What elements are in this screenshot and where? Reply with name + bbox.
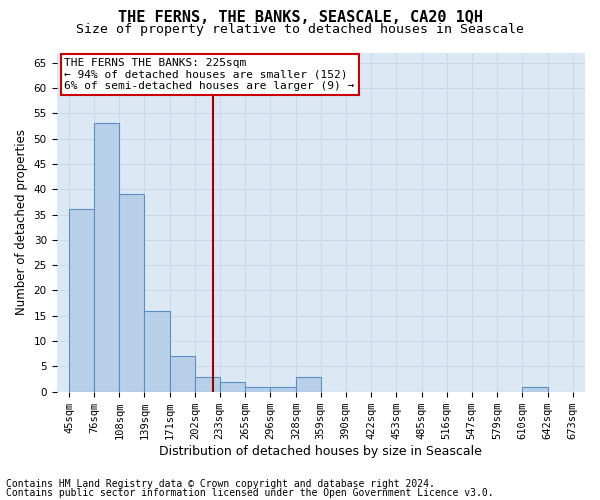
Text: Contains public sector information licensed under the Open Government Licence v3: Contains public sector information licen… xyxy=(6,488,494,498)
Bar xyxy=(69,210,94,392)
Bar xyxy=(145,310,170,392)
Text: THE FERNS, THE BANKS, SEASCALE, CA20 1QH: THE FERNS, THE BANKS, SEASCALE, CA20 1QH xyxy=(118,10,482,25)
Text: Size of property relative to detached houses in Seascale: Size of property relative to detached ho… xyxy=(76,22,524,36)
X-axis label: Distribution of detached houses by size in Seascale: Distribution of detached houses by size … xyxy=(160,444,482,458)
Bar xyxy=(170,356,195,392)
Bar xyxy=(270,386,296,392)
Bar xyxy=(522,386,548,392)
Bar xyxy=(220,382,245,392)
Text: THE FERNS THE BANKS: 225sqm
← 94% of detached houses are smaller (152)
6% of sem: THE FERNS THE BANKS: 225sqm ← 94% of det… xyxy=(64,58,355,91)
Bar xyxy=(245,386,270,392)
Text: Contains HM Land Registry data © Crown copyright and database right 2024.: Contains HM Land Registry data © Crown c… xyxy=(6,479,435,489)
Bar xyxy=(296,376,321,392)
Bar xyxy=(119,194,145,392)
Bar xyxy=(94,124,119,392)
Bar xyxy=(195,376,220,392)
Y-axis label: Number of detached properties: Number of detached properties xyxy=(15,129,28,315)
